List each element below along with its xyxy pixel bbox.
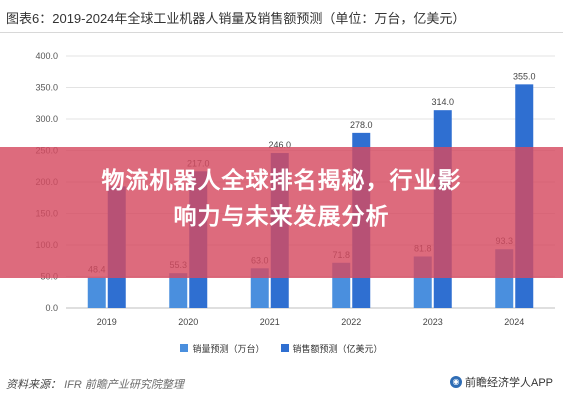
data-label: 314.0	[431, 97, 454, 107]
x-tick-label: 2022	[341, 317, 361, 327]
title-divider	[0, 32, 563, 33]
legend-label-volume: 销量预测（万台）	[192, 343, 265, 354]
source-note: 资料来源： IFR 前瞻产业研究院整理	[6, 376, 184, 392]
x-tick-label: 2019	[97, 317, 117, 327]
bar	[169, 273, 188, 308]
headline-line-1: 物流机器人全球排名揭秘，行业影	[101, 168, 462, 194]
chart-legend: 销量预测（万台） 销售额预测（亿美元）	[0, 340, 563, 356]
bar	[87, 277, 106, 308]
headline-banner	[0, 147, 563, 278]
brand-mark: ◉ 前瞻经济学人APP	[449, 374, 553, 390]
y-tick-label: 400.0	[35, 51, 58, 61]
headline-line-2: 响力与未来发展分析	[173, 204, 390, 230]
brand-name: 前瞻经济学人APP	[464, 377, 553, 389]
legend-item-volume: 销量预测（万台）	[180, 340, 265, 356]
bar	[250, 268, 269, 308]
data-label: 278.0	[350, 120, 373, 130]
legend-swatch-revenue	[280, 344, 289, 352]
x-tick-label: 2020	[178, 317, 198, 327]
headline-text: 物流机器人全球排名揭秘，行业影 响力与未来发展分析	[30, 163, 533, 235]
legend-item-revenue: 销售额预测（亿美元）	[280, 340, 383, 356]
data-label: 355.0	[513, 71, 536, 81]
legend-swatch-volume	[180, 344, 189, 352]
x-tick-label: 2024	[504, 317, 524, 327]
y-tick-label: 0.0	[45, 303, 58, 313]
y-tick-label: 350.0	[35, 83, 58, 93]
x-tick-label: 2023	[423, 317, 443, 327]
brand-logo-icon: ◉	[449, 376, 462, 388]
legend-label-revenue: 销售额预测（亿美元）	[292, 343, 383, 354]
x-tick-label: 2021	[260, 317, 280, 327]
data-label: 246.0	[268, 140, 291, 150]
y-tick-label: 300.0	[35, 114, 58, 124]
source-value: IFR 前瞻产业研究院整理	[64, 379, 184, 391]
source-label: 资料来源：	[6, 379, 61, 391]
chart-title: 图表6：2019-2024年全球工业机器人销量及销售额预测（单位：万台，亿美元）	[6, 11, 466, 26]
